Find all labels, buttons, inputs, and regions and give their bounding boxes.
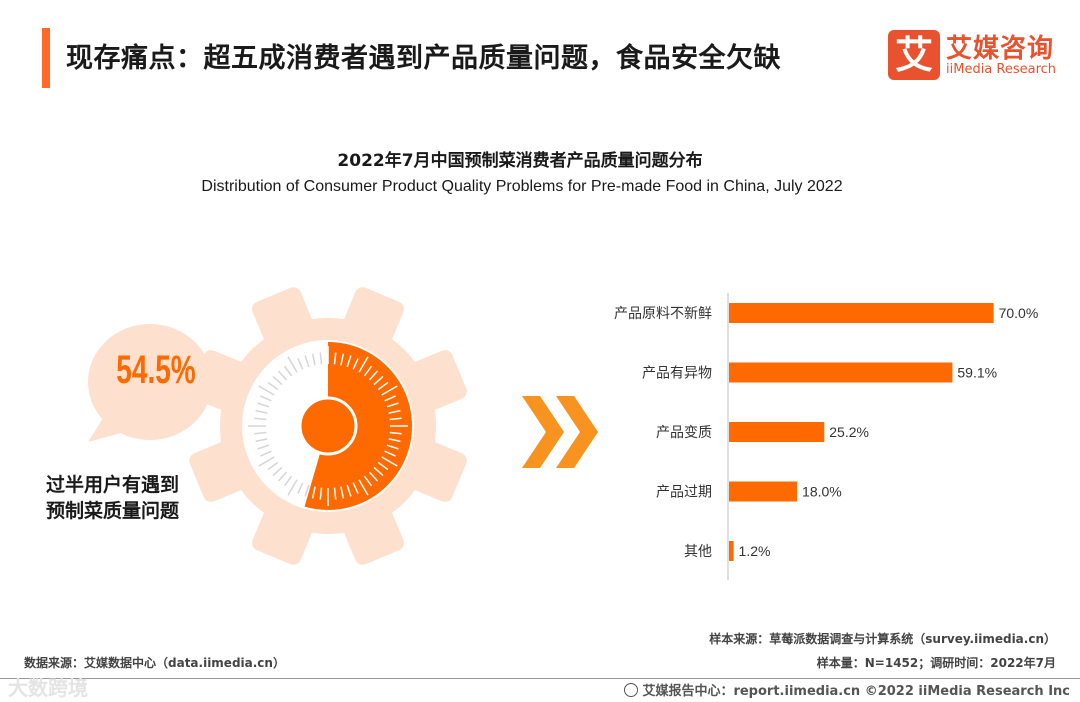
footer-divider [0, 678, 1080, 679]
chart-title-cn: 2022年7月中国预制菜消费者产品质量问题分布 [337, 151, 703, 171]
quality-problem-bar-chart: 产品原料不新鲜 70.0% 产品有异物 59.1% 产品变质 25.2% 产品过期 18.0%… [614, 293, 1039, 580]
caption-line-1: 过半用户有遇到 [46, 474, 180, 496]
chart-title-en: Distribution of Consumer Product Quality… [201, 178, 843, 195]
footer: 艾媒报告中心：report.iimedia.cn ©2022 iiMedia R… [624, 680, 1070, 699]
data-source: 数据来源：艾媒数据中心（data.iimedia.cn） [24, 656, 285, 670]
data-label: 70.0% [999, 305, 1039, 321]
logo-mark-icon: 艾 [888, 30, 940, 80]
gauge-hub [298, 396, 358, 456]
speech-bubble [88, 324, 212, 442]
chevron-right-icon [522, 396, 598, 468]
data-label: 1.2% [739, 543, 771, 559]
bar [729, 422, 825, 442]
bar [729, 362, 953, 383]
category-label: 产品有异物 [642, 366, 712, 382]
data-label: 18.0% [802, 484, 842, 500]
category-label: 产品过期 [656, 485, 712, 501]
bar [729, 481, 798, 502]
gear-gauge-graphic [88, 287, 598, 565]
page-title: 现存痛点：超五成消费者遇到产品质量问题，食品安全欠缺 [66, 43, 781, 74]
highlight-caption: 过半用户有遇到 预制菜质量问题 [46, 472, 179, 524]
iimedia-logo: 艾 艾媒咨询 iiMedia Research [888, 28, 1068, 84]
logo-cn-text: 艾媒咨询 [946, 34, 1055, 64]
footer-text: 艾媒报告中心：report.iimedia.cn ©2022 iiMedia R… [642, 684, 1070, 699]
sample-info-block: 样本来源：草莓派数据调查与计算系统（survey.iimedia.cn） 样本量… [709, 627, 1056, 675]
category-label: 其他 [684, 544, 712, 560]
highlight-percent: 54.5% [116, 348, 196, 392]
title-accent-bar [42, 28, 50, 88]
logo-en-text: iiMedia Research [946, 62, 1057, 77]
caption-line-2: 预制菜质量问题 [46, 500, 180, 522]
bar [729, 303, 994, 323]
sample-size: 样本量：N=1452；调研时间：2022年7月 [816, 656, 1056, 670]
gauge [242, 340, 414, 512]
category-label: 产品变质 [656, 425, 712, 441]
data-label: 59.1% [957, 365, 997, 381]
data-label: 25.2% [829, 424, 869, 440]
category-label: 产品原料不新鲜 [614, 306, 712, 322]
sample-source: 样本来源：草莓派数据调查与计算系统（survey.iimedia.cn） [709, 632, 1056, 646]
watermark: 大数跨境 [8, 676, 88, 700]
bar [729, 541, 734, 561]
globe-icon [624, 683, 639, 697]
